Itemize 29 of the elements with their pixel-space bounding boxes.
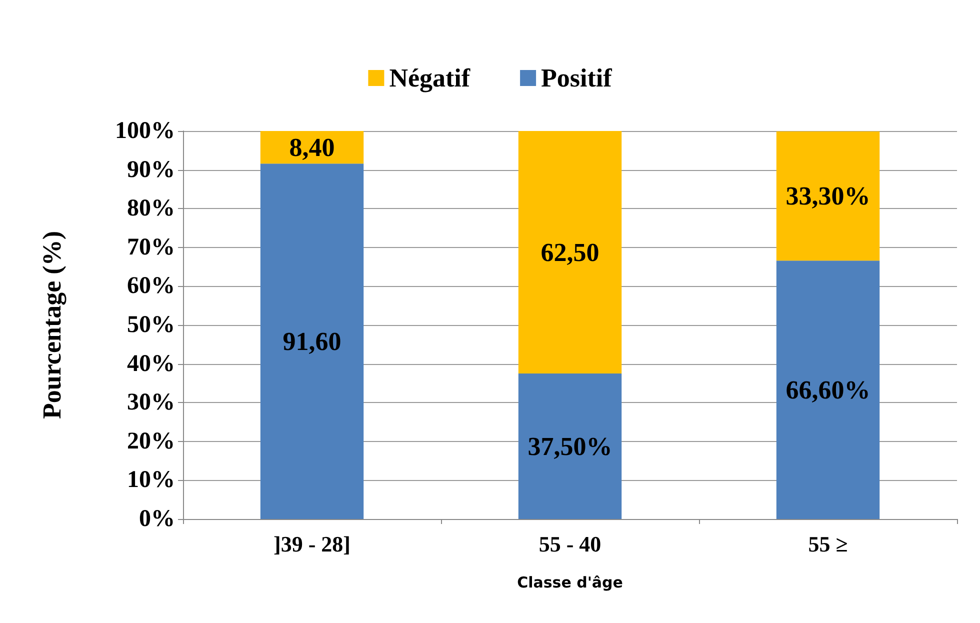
bar <box>776 260 880 519</box>
x-tick-label: ]39 - 28] <box>274 532 350 556</box>
y-axis-title: Pourcentage (%) <box>38 231 66 419</box>
data-label: 66,60% <box>786 375 870 404</box>
data-label: 33,30% <box>786 181 870 210</box>
data-label: 8,40 <box>289 132 335 162</box>
x-tick-label: 55 - 40 <box>538 532 602 556</box>
y-tick-label: 50% <box>127 312 175 338</box>
legend-label: Négatif <box>389 64 470 92</box>
x-axis-title: Classe d'âge <box>517 574 623 592</box>
y-tick-label: 90% <box>127 156 175 183</box>
bar <box>776 131 880 261</box>
y-tick-label: 70% <box>127 234 175 260</box>
bar <box>260 164 364 519</box>
data-label: 91,60 <box>282 326 342 356</box>
legend-label: Positif <box>541 64 612 92</box>
y-tick-label: 80% <box>127 196 175 222</box>
y-tick-label: 0% <box>139 506 175 532</box>
y-tick-label: 100% <box>115 118 175 144</box>
y-tick-label: 20% <box>127 428 175 454</box>
data-label: 37,50% <box>528 432 612 461</box>
y-tick-label: 10% <box>127 467 175 494</box>
y-tick-label: 60% <box>127 273 175 300</box>
y-tick-label: 30% <box>127 390 175 416</box>
data-label: 62,50 <box>540 238 600 267</box>
bar <box>518 374 622 519</box>
bar <box>518 131 622 374</box>
x-tick-label: 55 ≥ <box>808 532 848 556</box>
y-tick-label: 40% <box>127 350 175 377</box>
